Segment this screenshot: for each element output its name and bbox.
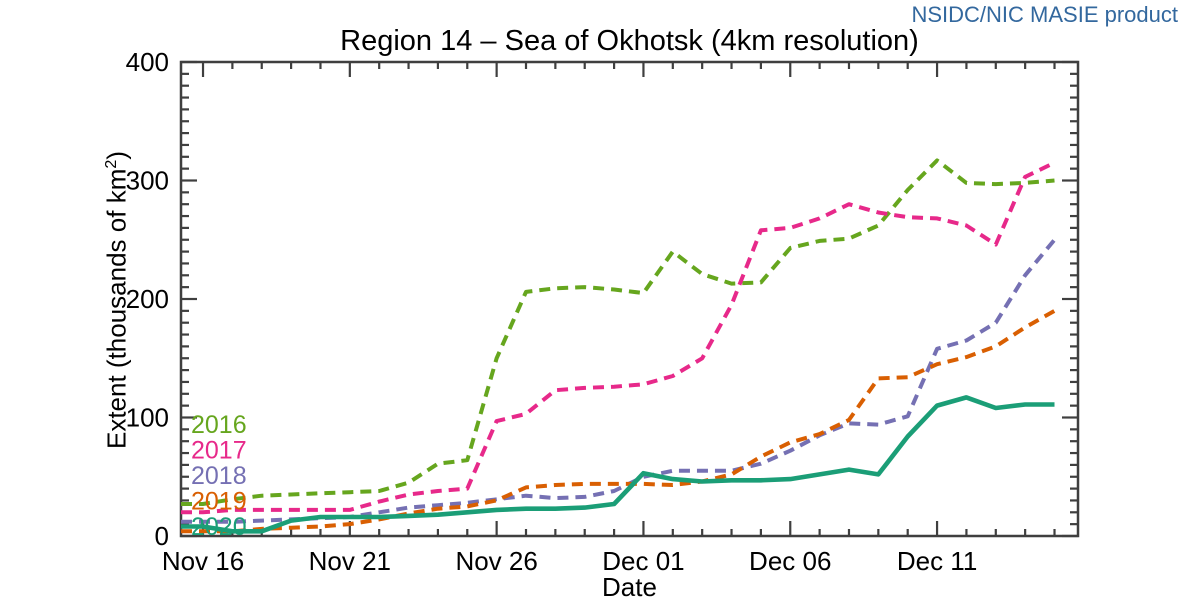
x-tick-label: Dec 06 — [749, 546, 831, 576]
x-axis-title: Date — [602, 572, 657, 600]
x-tick-label: Nov 26 — [455, 546, 537, 576]
legend-label-2020: 2020 — [191, 513, 247, 541]
legend-label-2017: 2017 — [191, 437, 247, 465]
y-axis-title-text: Extent (thousands of km — [101, 168, 132, 450]
x-tick-label: Dec 01 — [602, 546, 684, 576]
y-axis-title-suffix: ) — [101, 151, 132, 160]
x-tick-label: Nov 16 — [162, 546, 244, 576]
y-axis-title-superscript: 2 — [102, 159, 120, 169]
x-tick-label: Dec 11 — [897, 546, 977, 576]
series-line-2016 — [181, 158, 1055, 506]
source-attribution-label: NSIDC/NIC MASIE product — [911, 2, 1178, 27]
legend-label-2016: 2016 — [191, 411, 247, 439]
legend-label-2019: 2019 — [191, 488, 247, 516]
y-tick-label: 400 — [126, 47, 169, 77]
series-line-2020 — [181, 395, 1055, 534]
series-line-2019 — [181, 309, 1056, 534]
series-line-2018 — [181, 238, 1057, 524]
chart-title: Region 14 – Sea of Okhotsk (4km resoluti… — [340, 25, 919, 57]
y-tick-label: 200 — [126, 284, 169, 314]
legend-label-2018: 2018 — [191, 462, 247, 490]
x-tick-label: Nov 21 — [309, 546, 391, 576]
y-tick-label: 0 — [155, 521, 169, 551]
y-tick-label: 100 — [126, 403, 169, 433]
plot-box — [179, 60, 1080, 538]
y-axis-title: Extent (thousands of km2) — [94, 50, 132, 550]
y-tick-label: 300 — [126, 166, 169, 196]
series-line-2017 — [181, 160, 1056, 515]
